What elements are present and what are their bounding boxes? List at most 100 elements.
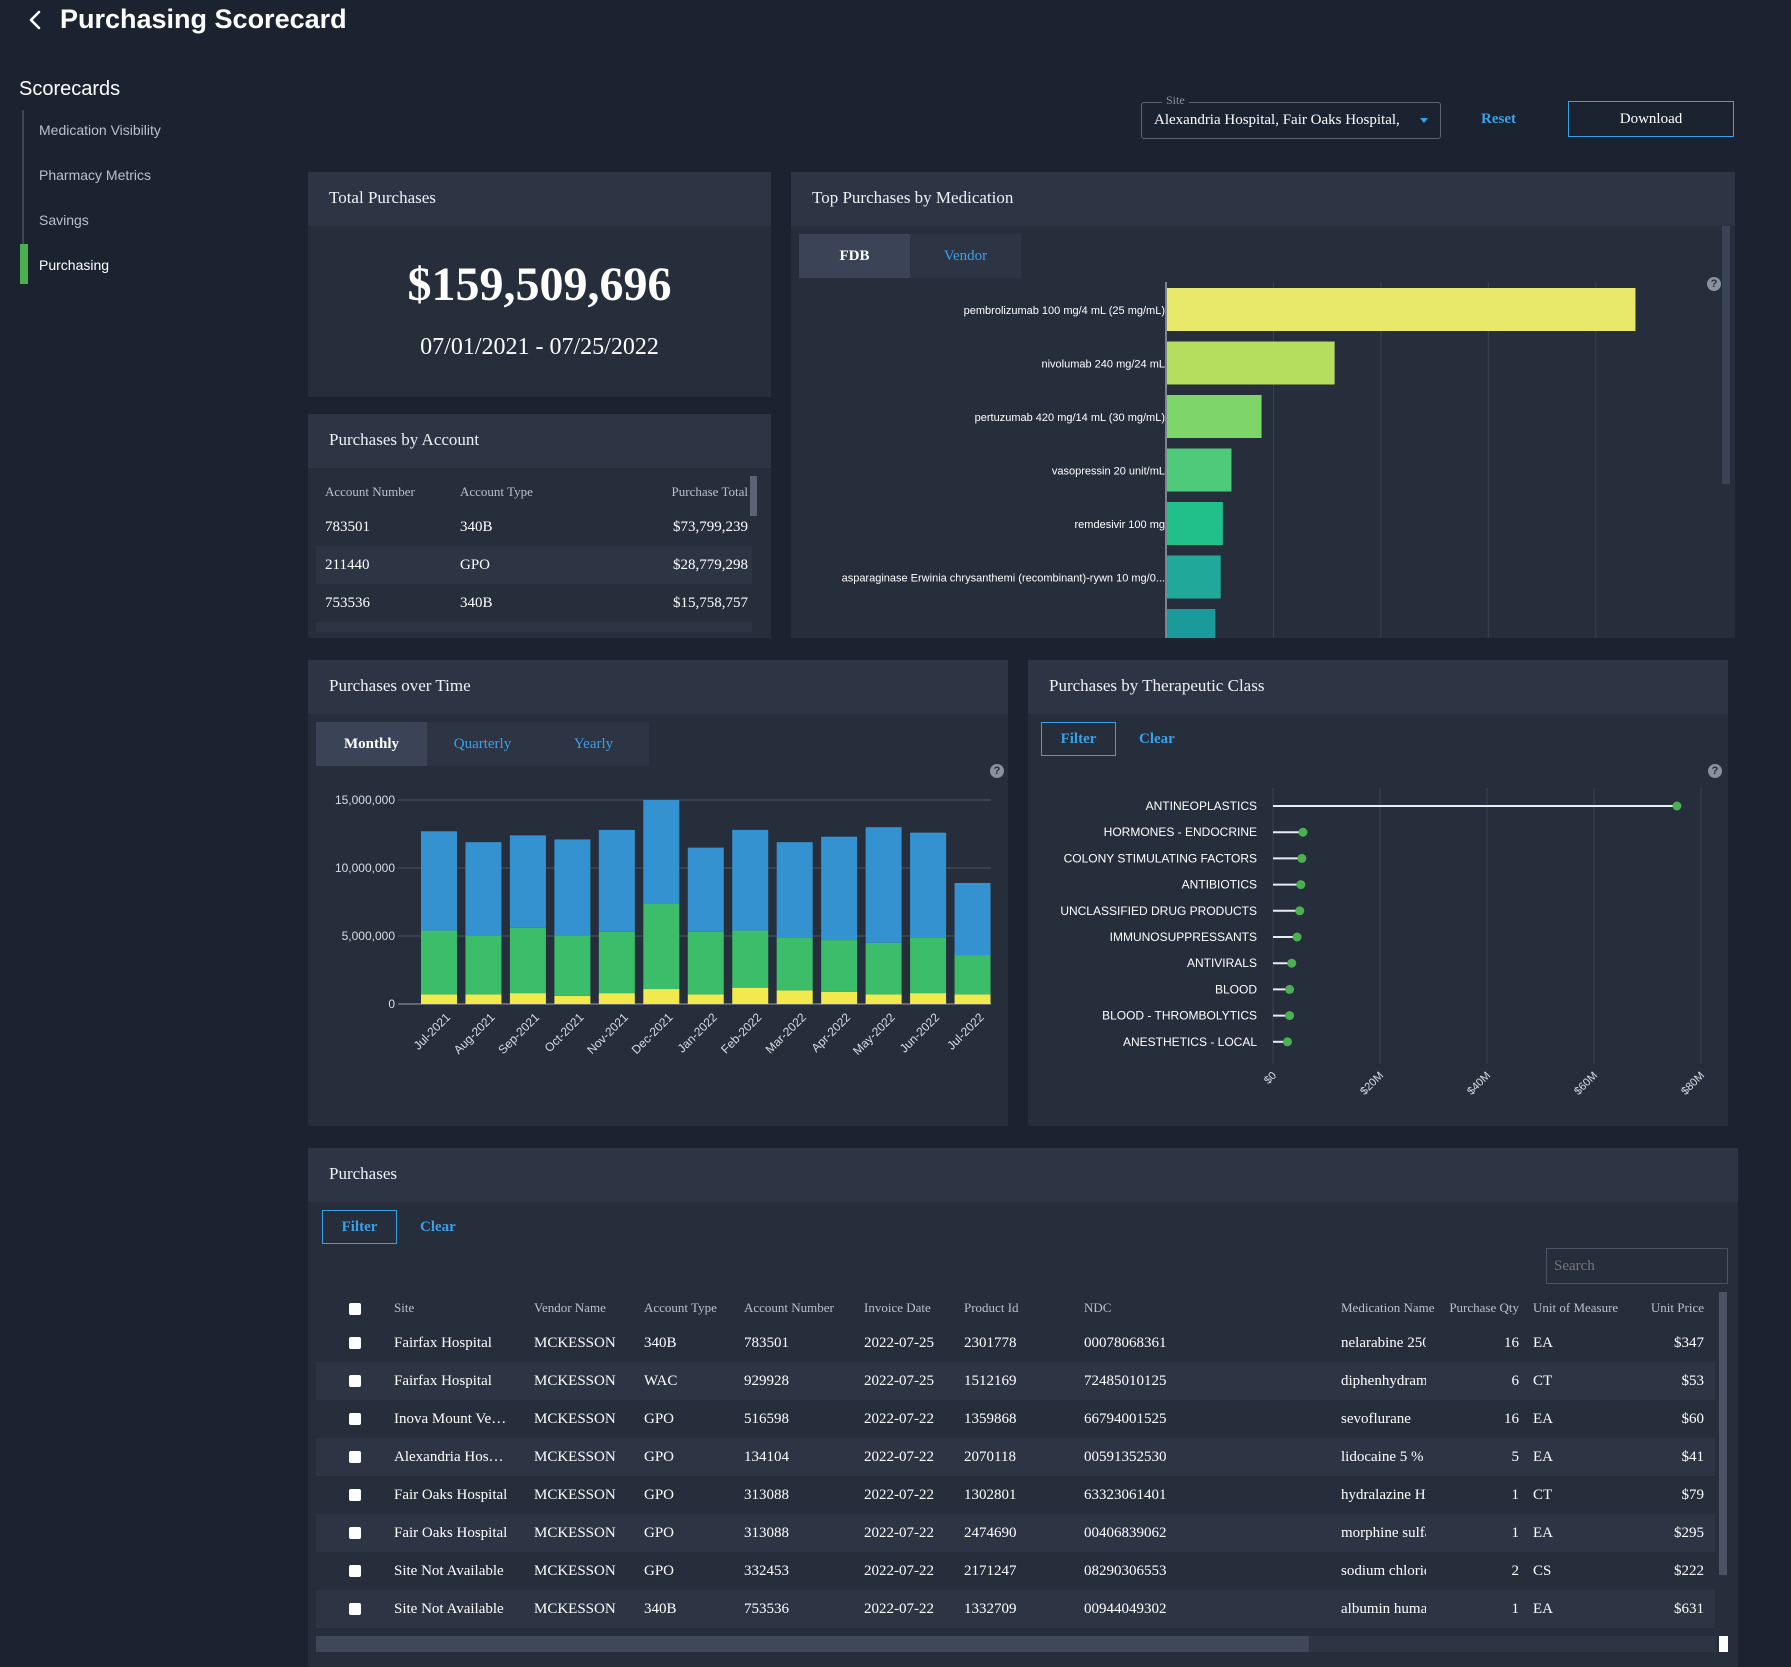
bar-segment [598, 829, 635, 932]
row-checkbox[interactable] [349, 1413, 361, 1426]
bar-segment [865, 942, 902, 995]
cell-unit-of-measure: CT [1533, 1486, 1553, 1503]
sidebar-item-pharmacy-metrics[interactable]: Pharmacy Metrics [39, 167, 152, 183]
tab-monthly[interactable]: Monthly [316, 722, 427, 766]
tab-yearly[interactable]: Yearly [573, 736, 614, 752]
cell-ndc: 63323061401 [1084, 1486, 1167, 1503]
account-row[interactable]: 211440 GPO $28,779,298 [316, 546, 752, 584]
purchases-title: Purchases [308, 1148, 1738, 1202]
row-checkbox[interactable] [349, 1375, 361, 1388]
table-row[interactable]: Alexandria Hos… MCKESSON GPO 134104 2022-07-… [316, 1438, 1715, 1476]
col-product-id[interactable]: Product Id [964, 1300, 1019, 1315]
account-table: Account Number Account Type Purchase Tot… [316, 476, 752, 632]
table-row[interactable]: Site Not Available MCKESSON 340B 753536 2022… [316, 1590, 1715, 1628]
purchases-clear-button[interactable]: Clear [420, 1219, 456, 1235]
cell-purchase-qty: 6 [1511, 1372, 1520, 1389]
bar-segment [554, 995, 591, 1004]
category-label: COLONY STIMULATING FACTORS [1064, 851, 1257, 865]
therapeutic-class-chart: $0 $20M $40M $60M $80M ANTINEOPLASTICS HORMONE… [1060, 788, 1707, 1098]
row-checkbox[interactable] [349, 1451, 361, 1464]
help-icon[interactable]: ? [1708, 764, 1722, 778]
cell-medication-name: sodium chloride 0.9 % (flush) 0.9 % [1341, 1562, 1426, 1579]
account-cell-type: GPO [460, 556, 491, 573]
row-checkbox[interactable] [349, 1489, 361, 1502]
col-account-type[interactable]: Account Type [644, 1300, 717, 1315]
search-input[interactable] [1546, 1248, 1728, 1284]
purchases-horizontal-scrollbar-thumb[interactable] [316, 1636, 1309, 1652]
col-purchase-qty[interactable]: Purchase Qty [1449, 1300, 1519, 1315]
col-unit-price[interactable]: Unit Price [1650, 1300, 1704, 1315]
over-time-tabs: Monthly Quarterly Yearly [316, 722, 649, 766]
checkbox-cell [316, 1373, 394, 1390]
account-row[interactable]: 753536 340B $15,758,757 [316, 584, 752, 622]
y-tick-label: 15,000,000 [335, 793, 395, 807]
col-site[interactable]: Site [394, 1300, 415, 1315]
cell-medication-name: hydralazine HCl 20 mg/mL [1341, 1486, 1426, 1503]
bar-segment [821, 991, 858, 1004]
table-row[interactable]: Site Not Available MCKESSON GPO 332453 2022-… [316, 1552, 1715, 1590]
col-medication-name[interactable]: Medication Name [1341, 1300, 1435, 1315]
category-label: IMMUNOSUPPRESSANTS [1110, 930, 1257, 944]
purchases-over-time-title: Purchases over Time [308, 660, 1008, 714]
scroll-corner [1719, 1636, 1728, 1652]
bar [1167, 395, 1262, 438]
row-checkbox[interactable] [349, 1527, 361, 1540]
account-cell-number: 753536 [325, 594, 370, 611]
tab-quarterly[interactable]: Quarterly [453, 736, 512, 752]
purchases-vertical-scrollbar-thumb[interactable] [1719, 1292, 1727, 1575]
cell-ndc: 00406839062 [1084, 1524, 1167, 1541]
category-label: pembrolizumab 100 mg/4 mL (25 mg/mL) [964, 305, 1165, 317]
col-purchase-total[interactable]: Purchase Total [671, 484, 748, 499]
select-all-checkbox[interactable] [349, 1303, 361, 1316]
cell-invoice-date: 2022-07-25 [864, 1334, 934, 1351]
cell-medication-name: nelarabine 250 mg/50 mL [1341, 1334, 1426, 1351]
table-row[interactable]: Fairfax Hospital MCKESSON 340B 783501 2022-0… [316, 1324, 1715, 1362]
cell-unit-of-measure: EA [1533, 1448, 1553, 1465]
therapeutic-filter-button[interactable]: Filter [1041, 722, 1116, 756]
sidebar-item-savings[interactable]: Savings [39, 212, 89, 228]
cell-purchase-qty: 5 [1511, 1448, 1520, 1465]
col-account-number[interactable]: Account Number [325, 484, 415, 499]
caret-down-icon [1420, 118, 1428, 123]
account-scrollbar-thumb[interactable] [750, 476, 757, 516]
cell-product-id: 1359868 [964, 1410, 1017, 1427]
tab-fdb[interactable]: FDB [799, 234, 910, 278]
table-row[interactable]: Inova Mount Ve… MCKESSON GPO 516598 2022-07-… [316, 1400, 1715, 1438]
col-invoice-date[interactable]: Invoice Date [864, 1300, 931, 1315]
x-tick-label: $80M [1679, 1070, 1707, 1098]
row-checkbox[interactable] [349, 1565, 361, 1578]
cell-unit-of-measure: EA [1533, 1524, 1553, 1541]
table-row[interactable]: Fairfax Hospital MCKESSON WAC 929928 2022-07… [316, 1362, 1715, 1400]
col-vendor-name[interactable]: Vendor Name [534, 1300, 606, 1315]
sidebar-item-medication-visibility[interactable]: Medication Visibility [39, 122, 161, 138]
account-row[interactable]: 783501 340B $73,799,239 [316, 508, 752, 546]
cell-vendor-name: MCKESSON [534, 1448, 616, 1465]
medication-scrollbar-thumb[interactable] [1722, 226, 1730, 484]
help-icon[interactable]: ? [990, 764, 1004, 778]
col-unit-of-measure[interactable]: Unit of Measure [1533, 1300, 1619, 1315]
back-arrow-icon[interactable] [24, 8, 48, 32]
col-account-number[interactable]: Account Number [744, 1300, 834, 1315]
site-select[interactable]: Site Alexandria Hospital, Fair Oaks Hosp… [1141, 93, 1441, 139]
col-account-type[interactable]: Account Type [460, 484, 533, 499]
col-ndc[interactable]: NDC [1084, 1300, 1112, 1315]
cell-medication-name: sevoflurane [1341, 1410, 1411, 1427]
reset-button[interactable]: Reset [1481, 111, 1516, 127]
sidebar-item-purchasing[interactable]: Purchasing [39, 257, 110, 273]
help-icon[interactable]: ? [1707, 277, 1721, 291]
table-row[interactable]: Fair Oaks Hospital MCKESSON GPO 313088 2022-… [316, 1476, 1715, 1514]
purchases-filter-button[interactable]: Filter [322, 1210, 397, 1244]
bar-segment [776, 937, 813, 991]
download-button[interactable]: Download [1568, 101, 1734, 137]
x-tick-label: May-2022 [850, 1010, 898, 1058]
total-purchases-date-range: 07/01/2021 - 07/25/2022 [420, 334, 659, 360]
y-tick-label: 5,000,000 [342, 929, 396, 943]
cell-ndc: 72485010125 [1084, 1372, 1167, 1389]
row-checkbox[interactable] [349, 1337, 361, 1350]
therapeutic-clear-button[interactable]: Clear [1139, 731, 1175, 747]
tab-vendor[interactable]: Vendor [943, 248, 988, 264]
row-checkbox[interactable] [349, 1603, 361, 1616]
bar-segment [421, 831, 457, 931]
category-label: ANTINEOPLASTICS [1146, 799, 1257, 813]
table-row[interactable]: Fair Oaks Hospital MCKESSON GPO 313088 2022-… [316, 1514, 1715, 1552]
